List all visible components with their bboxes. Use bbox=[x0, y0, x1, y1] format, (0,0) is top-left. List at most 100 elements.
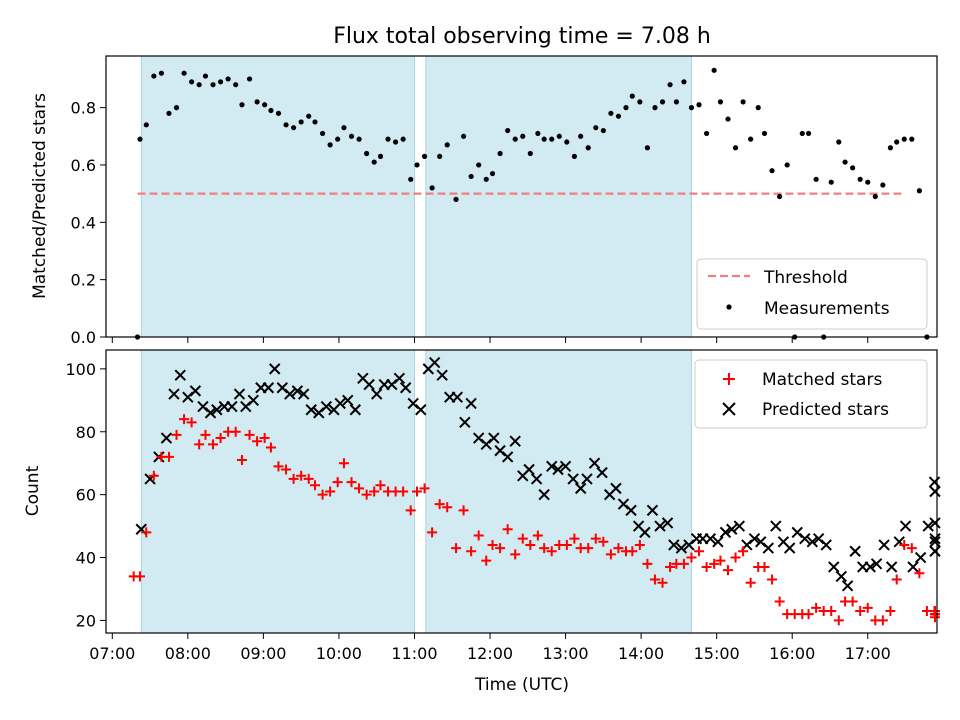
predicted-star-point bbox=[922, 520, 934, 532]
measurement-point bbox=[865, 179, 871, 185]
matched-star-point bbox=[561, 539, 572, 550]
predicted-star-point bbox=[320, 400, 333, 413]
measurement-point bbox=[535, 130, 541, 137]
predicted-star-point bbox=[334, 397, 346, 410]
predicted-star-point bbox=[204, 407, 217, 419]
measurement-point bbox=[740, 99, 746, 105]
measurement-point bbox=[189, 79, 195, 85]
bottom-legend-box bbox=[694, 359, 928, 429]
predicted-star-point bbox=[828, 561, 840, 573]
predicted-star-point bbox=[929, 532, 941, 545]
top-y-tick-label: 0.0 bbox=[71, 328, 96, 347]
matched-star-point bbox=[657, 577, 668, 588]
matched-star-point bbox=[510, 549, 521, 560]
predicted-star-point bbox=[189, 385, 202, 397]
measurement-point bbox=[887, 145, 894, 151]
x-tick-label: 10:00 bbox=[316, 644, 362, 663]
measurement-point bbox=[327, 142, 333, 148]
measurement-point bbox=[275, 110, 282, 116]
matched-star-point bbox=[230, 426, 241, 437]
matched-star-point bbox=[665, 561, 676, 572]
matched-star-point bbox=[487, 539, 498, 550]
predicted-star-point bbox=[661, 517, 674, 529]
matched-star-point bbox=[598, 536, 609, 547]
measurement-point bbox=[637, 99, 643, 105]
matched-star-point bbox=[288, 473, 299, 484]
measurement-point bbox=[593, 125, 599, 131]
predicted-star-point bbox=[704, 532, 717, 545]
measurement-point bbox=[784, 162, 790, 168]
measurement-point bbox=[233, 82, 239, 88]
predicted-star-point bbox=[530, 473, 543, 485]
measurement-point bbox=[335, 136, 341, 142]
predicted-star-point bbox=[596, 466, 608, 479]
measurement-point bbox=[549, 136, 555, 142]
matched-star-point bbox=[442, 502, 453, 513]
matched-star-point bbox=[200, 429, 211, 440]
matched-star-point bbox=[891, 574, 902, 585]
predicted-star-point bbox=[574, 482, 587, 495]
predicted-star-point bbox=[610, 482, 622, 495]
measurement-point bbox=[836, 139, 842, 145]
matched-star-point bbox=[281, 464, 292, 475]
predicted-star-point bbox=[342, 394, 354, 407]
matched-star-point bbox=[745, 577, 756, 588]
matched-star-point bbox=[627, 546, 638, 557]
measurement-point bbox=[688, 105, 695, 111]
measurement-point bbox=[181, 70, 187, 76]
matched-star-point bbox=[252, 436, 263, 447]
predicted-star-point bbox=[864, 561, 876, 573]
chart-title: Flux total observing time = 7.08 h bbox=[333, 24, 711, 49]
measurement-point bbox=[520, 133, 526, 139]
matched-star-point bbox=[427, 527, 438, 538]
predicted-star-point bbox=[370, 388, 383, 400]
predicted-star-point bbox=[799, 532, 811, 545]
predicted-star-point bbox=[675, 542, 688, 554]
matched-star-point bbox=[458, 505, 469, 516]
matched-star-point bbox=[583, 543, 594, 554]
predicted-star-point bbox=[262, 382, 275, 394]
predicted-star-point bbox=[552, 463, 564, 476]
matched-star-point bbox=[346, 477, 357, 488]
predicted-star-point bbox=[451, 391, 463, 403]
matched-star-point bbox=[767, 574, 778, 585]
matched-star-point bbox=[759, 561, 770, 572]
measurement-point bbox=[761, 130, 768, 137]
predicted-star-point bbox=[546, 460, 558, 473]
measurement-point bbox=[805, 130, 812, 137]
measurement-point bbox=[268, 107, 274, 114]
measurement-point bbox=[414, 162, 420, 168]
predicted-star-point bbox=[459, 416, 471, 429]
predicted-star-point bbox=[523, 463, 535, 476]
bottom-legend: Matched stars Predicted stars bbox=[694, 359, 928, 429]
predicted-star-point bbox=[269, 363, 281, 375]
matched-star-point bbox=[539, 543, 550, 554]
matched-star-point bbox=[338, 458, 349, 469]
matched-star-point bbox=[171, 429, 182, 440]
measurement-point bbox=[732, 145, 739, 151]
predicted-star-point bbox=[929, 517, 941, 529]
measurement-point bbox=[158, 70, 164, 76]
matched-star-point bbox=[208, 439, 219, 450]
x-tick-label: 17:00 bbox=[845, 644, 891, 663]
predicted-star-point bbox=[668, 539, 680, 551]
bottom-y-tick-label: 40 bbox=[76, 549, 96, 568]
measurement-point bbox=[356, 136, 362, 142]
matched-star-point bbox=[259, 433, 270, 444]
measurement-point bbox=[173, 105, 180, 111]
x-tick-label: 07:00 bbox=[89, 644, 135, 663]
matched-star-point bbox=[833, 615, 844, 626]
measurement-point bbox=[681, 79, 687, 85]
matched-star-point bbox=[466, 546, 477, 557]
predicted-star-point bbox=[247, 394, 260, 407]
matched-star-point bbox=[434, 499, 445, 510]
predicted-star-point bbox=[907, 561, 919, 573]
measurement-point bbox=[717, 99, 724, 105]
x-axis-label: Time (UTC) bbox=[474, 675, 569, 695]
matched-star-point bbox=[730, 552, 741, 563]
top-y-tick-label: 0.6 bbox=[71, 156, 96, 175]
matched-star-point bbox=[134, 571, 145, 582]
matched-star-point bbox=[862, 602, 873, 613]
predicted-star-point bbox=[284, 388, 296, 400]
